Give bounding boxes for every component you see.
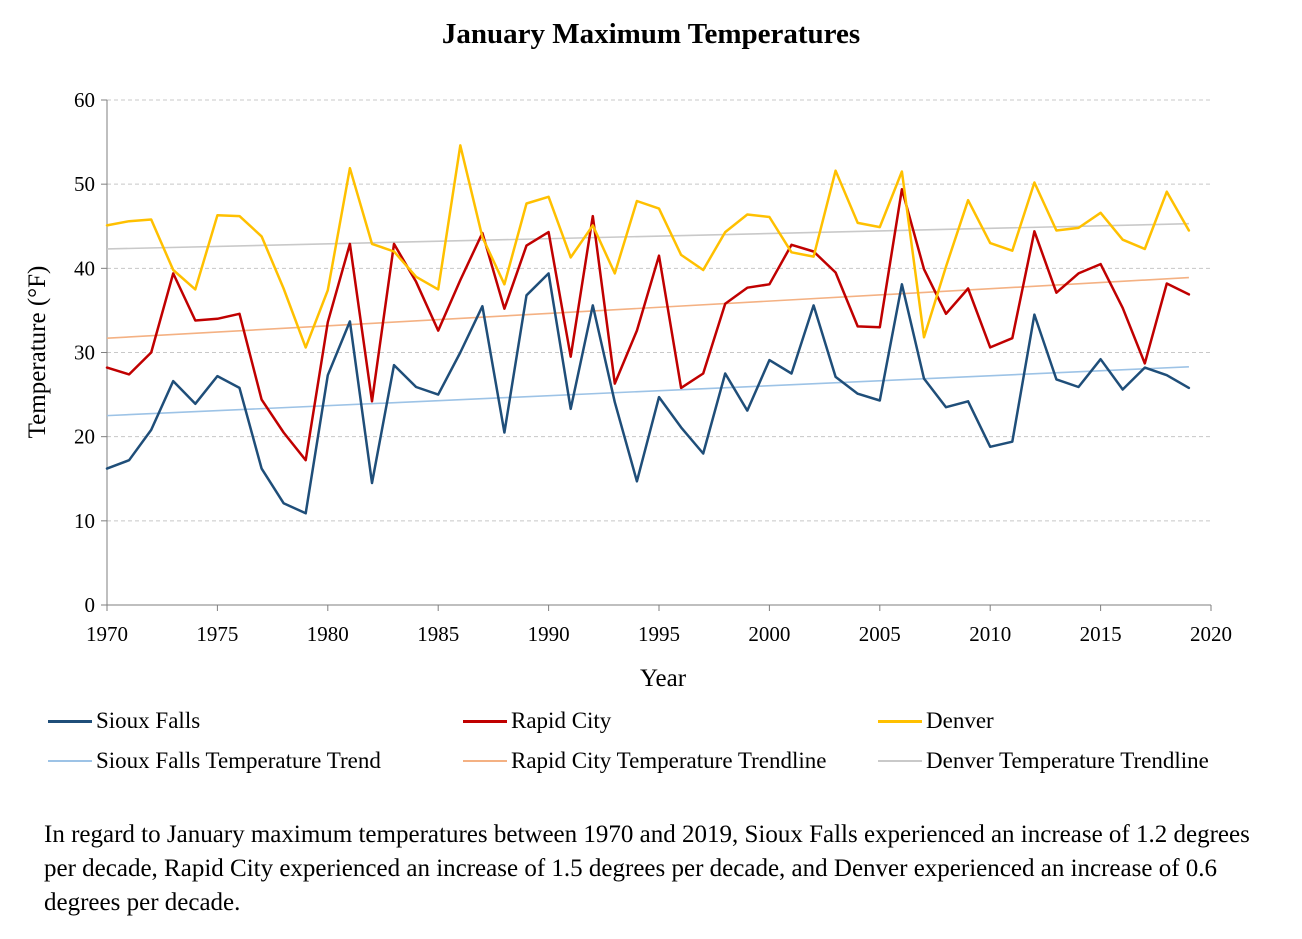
legend-item: Sioux Falls <box>48 708 200 734</box>
legend-label: Denver Temperature Trendline <box>926 748 1209 773</box>
series-line-denver <box>105 144 1191 349</box>
trendline-denver-temperature-trendline <box>106 222 1189 250</box>
line-chart: 0 10 20 30 40 50 60 1970 1975 1980 1985 1990 1995 200… <box>24 88 1232 692</box>
legend-label: Denver <box>926 708 994 733</box>
legend-swatch <box>48 760 92 762</box>
legend-label: Sioux Falls Temperature Trend <box>96 748 381 773</box>
data-series <box>105 144 1191 515</box>
axes <box>101 99 1212 611</box>
y-tick-label: 40 <box>74 256 95 280</box>
y-tick-label: 30 <box>74 341 95 365</box>
x-tick-label: 2000 <box>748 622 790 646</box>
x-tick-label: 1985 <box>417 622 459 646</box>
legend-item: Sioux Falls Temperature Trend <box>48 748 381 774</box>
x-tick-label: 2020 <box>1190 622 1232 646</box>
y-tick-label: 20 <box>74 425 95 449</box>
y-tick-label: 0 <box>85 593 96 617</box>
legend-swatch <box>463 760 507 762</box>
y-tick-label: 10 <box>74 509 95 533</box>
x-tick-label: 1970 <box>86 622 128 646</box>
legend-item: Rapid City Temperature Trendline <box>463 748 826 774</box>
x-tick-label: 1980 <box>307 622 349 646</box>
trendlines <box>106 222 1189 417</box>
grid-lines <box>107 99 1211 522</box>
series-line-rapid-city <box>105 187 1191 462</box>
legend-label: Rapid City <box>511 708 612 733</box>
y-tick-label: 50 <box>74 172 95 196</box>
trendline-sioux-falls-temperature-trend <box>106 366 1189 417</box>
legend-swatch <box>48 719 92 723</box>
chart-caption: In regard to January maximum temperature… <box>44 821 1250 916</box>
x-tick-label: 1995 <box>638 622 680 646</box>
y-tick-label: 60 <box>74 88 95 112</box>
x-tick-label: 1975 <box>196 622 238 646</box>
legend-item: Rapid City <box>463 708 611 734</box>
legend-item: Denver <box>878 708 994 734</box>
legend-swatch <box>463 719 507 723</box>
tick-labels: 0 10 20 30 40 50 60 1970 1975 1980 1985 1990 1995 200… <box>74 88 1232 646</box>
series-line-sioux-falls <box>105 272 1191 515</box>
legend-swatch <box>878 760 922 762</box>
x-tick-label: 1990 <box>528 622 570 646</box>
legend-swatch <box>878 719 922 723</box>
legend-item: Denver Temperature Trendline <box>878 748 1209 774</box>
y-axis-title: Temperature (°F) <box>24 266 51 439</box>
x-axis-title: Year <box>640 665 687 692</box>
x-tick-label: 2015 <box>1080 622 1122 646</box>
trendline-rapid-city-temperature-trendline <box>106 276 1189 339</box>
chart-title: January Maximum Temperatures <box>441 18 861 50</box>
x-tick-label: 2010 <box>969 622 1011 646</box>
legend-label: Sioux Falls <box>96 708 201 733</box>
x-tick-label: 2005 <box>859 622 901 646</box>
legend-label: Rapid City Temperature Trendline <box>511 748 827 773</box>
